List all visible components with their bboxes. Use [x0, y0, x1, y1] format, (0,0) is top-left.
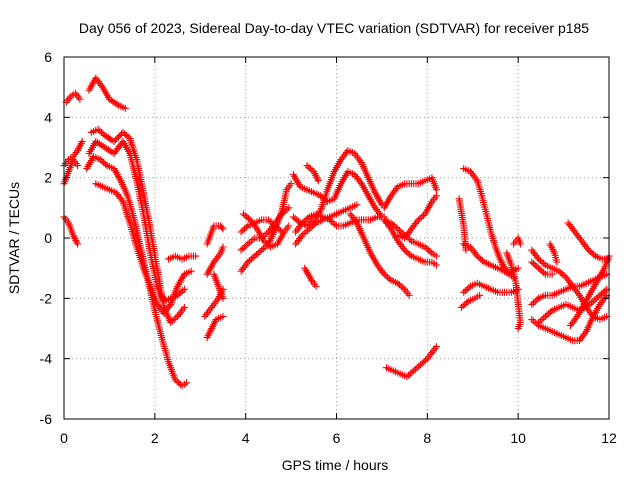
data-point-markers — [289, 168, 386, 221]
series-arc-21 — [289, 147, 386, 230]
x-tick-label: 4 — [242, 430, 250, 446]
series-arc-26 — [346, 210, 413, 299]
data-point-markers — [85, 138, 188, 305]
data-point-markers — [85, 74, 129, 112]
x-tick-label: 0 — [60, 430, 68, 446]
series-arc-10 — [165, 252, 200, 263]
axis-ticks: 0 2 4 6 8 10 12 -6 -4 -2 0 2 4 6 — [40, 49, 617, 446]
series-arc-15 — [210, 270, 227, 302]
data-point-markers — [210, 270, 227, 302]
data-point-markers — [380, 174, 440, 212]
data-point-markers — [383, 343, 440, 381]
series-arc-30 — [394, 192, 440, 242]
data-point-markers — [503, 249, 524, 332]
series-arc-46 — [564, 219, 611, 263]
series-arc-37 — [503, 249, 524, 332]
series-arc-2 — [62, 89, 84, 106]
series-arc-19 — [237, 216, 286, 236]
series-arc-39 — [501, 267, 518, 281]
series-arc-45 — [546, 240, 561, 266]
data-point-markers — [301, 264, 320, 290]
data-point-markers — [289, 147, 386, 230]
y-tick-label: 6 — [44, 49, 52, 65]
series-arc-32 — [460, 165, 518, 278]
series-arc-12 — [203, 243, 227, 278]
data-point-markers — [457, 291, 484, 311]
data-point-markers — [528, 291, 611, 345]
y-axis-title: SDTVAR / TECUs — [6, 182, 22, 294]
data-point-markers — [292, 210, 388, 236]
series-arc-42 — [528, 291, 611, 345]
data-point-markers — [203, 243, 227, 278]
data-point-markers — [62, 89, 84, 106]
x-tick-label: 8 — [423, 430, 431, 446]
series-arc-7 — [85, 138, 188, 305]
y-tick-label: 0 — [44, 230, 52, 246]
series-arc-11 — [203, 222, 227, 248]
series-arc-38 — [510, 234, 524, 248]
series-arc-23 — [292, 201, 361, 248]
y-tick-label: 2 — [44, 170, 52, 186]
series-arc-25 — [303, 162, 322, 185]
data-point-markers — [92, 180, 195, 317]
series-arc-5 — [85, 74, 129, 112]
x-tick-label: 2 — [151, 430, 159, 446]
series-arc-20 — [289, 168, 386, 221]
data-point-markers — [546, 240, 561, 266]
x-tick-label: 10 — [510, 430, 526, 446]
x-tick-label: 6 — [333, 430, 341, 446]
x-axis-title: GPS time / hours — [282, 457, 389, 473]
series-arc-9 — [92, 180, 195, 317]
series-arc-43 — [528, 258, 556, 278]
data-point-markers — [346, 210, 413, 299]
data-point-markers — [394, 192, 440, 242]
data-point-markers — [203, 222, 227, 248]
data-point-markers — [501, 267, 518, 281]
data-point-markers — [566, 252, 613, 329]
series-arc-36 — [455, 195, 470, 254]
y-tick-label: -2 — [40, 290, 53, 306]
x-tick-label: 12 — [601, 430, 617, 446]
chart-title: Day 056 of 2023, Sidereal Day-to-day VTE… — [79, 20, 589, 36]
data-point-markers — [564, 219, 611, 263]
series-arc-35 — [457, 291, 484, 311]
data-point-markers — [237, 216, 286, 236]
series-arc-47 — [566, 252, 613, 329]
data-point-markers — [203, 312, 227, 342]
series-arc-24 — [301, 264, 320, 290]
data-point-markers — [528, 258, 556, 278]
series-arc-31 — [383, 343, 440, 381]
data-marks — [60, 74, 613, 390]
data-point-markers — [455, 195, 470, 254]
series-arc-27 — [380, 174, 440, 212]
y-tick-label: -6 — [40, 411, 53, 427]
data-point-markers — [303, 162, 322, 185]
series-arc-22 — [292, 210, 388, 236]
data-point-markers — [460, 165, 518, 278]
y-tick-label: -4 — [40, 351, 53, 367]
data-point-markers — [165, 252, 200, 263]
y-tick-label: 4 — [44, 109, 52, 125]
series-arc-14 — [203, 312, 227, 342]
data-point-markers — [292, 201, 361, 248]
data-point-markers — [510, 234, 524, 248]
